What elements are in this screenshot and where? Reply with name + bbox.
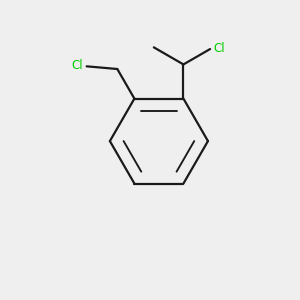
Text: Cl: Cl — [214, 42, 225, 55]
Text: Cl: Cl — [71, 59, 83, 72]
